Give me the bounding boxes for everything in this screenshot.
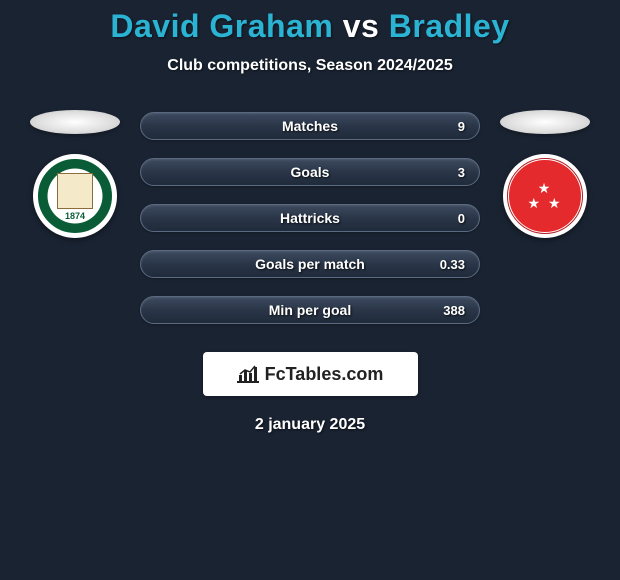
- stars-icon: ★★ ★: [528, 181, 563, 212]
- club-crest-right: ★★ ★: [503, 154, 587, 238]
- branding-box[interactable]: FcTables.com: [203, 352, 418, 396]
- player-a-name: David Graham: [110, 8, 333, 44]
- stat-label: Goals per match: [255, 256, 365, 272]
- club-crest-left: 1874: [33, 154, 117, 238]
- player-b-silhouette: [500, 110, 590, 134]
- page-title: David Graham vs Bradley: [0, 8, 620, 45]
- branding-text: FcTables.com: [265, 364, 384, 385]
- player-b-name: Bradley: [389, 8, 510, 44]
- subtitle: Club competitions, Season 2024/2025: [0, 57, 620, 75]
- main-row: 1874 Matches 9 Goals 3 Hattricks 0 Goals…: [0, 110, 620, 324]
- stat-value-right: 388: [443, 303, 465, 318]
- stat-row-matches: Matches 9: [140, 112, 480, 140]
- footer-date: 2 january 2025: [0, 416, 620, 434]
- player-a-silhouette: [30, 110, 120, 134]
- left-column: 1874: [25, 110, 125, 238]
- comparison-card: David Graham vs Bradley Club competition…: [0, 0, 620, 434]
- ship-icon: [57, 173, 93, 209]
- stats-list: Matches 9 Goals 3 Hattricks 0 Goals per …: [140, 110, 480, 324]
- right-column: ★★ ★: [495, 110, 595, 238]
- stat-row-min-per-goal: Min per goal 388: [140, 296, 480, 324]
- vs-text: vs: [343, 8, 380, 44]
- stat-value-right: 9: [458, 119, 465, 134]
- stat-row-goals: Goals 3: [140, 158, 480, 186]
- stat-label: Hattricks: [280, 210, 340, 226]
- bar-chart-icon: [237, 365, 259, 383]
- stat-label: Min per goal: [269, 302, 351, 318]
- stat-row-hattricks: Hattricks 0: [140, 204, 480, 232]
- stat-value-right: 3: [458, 165, 465, 180]
- stat-label: Matches: [282, 118, 338, 134]
- stat-value-right: 0: [458, 211, 465, 226]
- stat-label: Goals: [291, 164, 330, 180]
- stat-row-goals-per-match: Goals per match 0.33: [140, 250, 480, 278]
- stat-value-right: 0.33: [440, 257, 465, 272]
- crest-left-inner: 1874: [57, 172, 93, 221]
- crest-left-year: 1874: [57, 211, 93, 221]
